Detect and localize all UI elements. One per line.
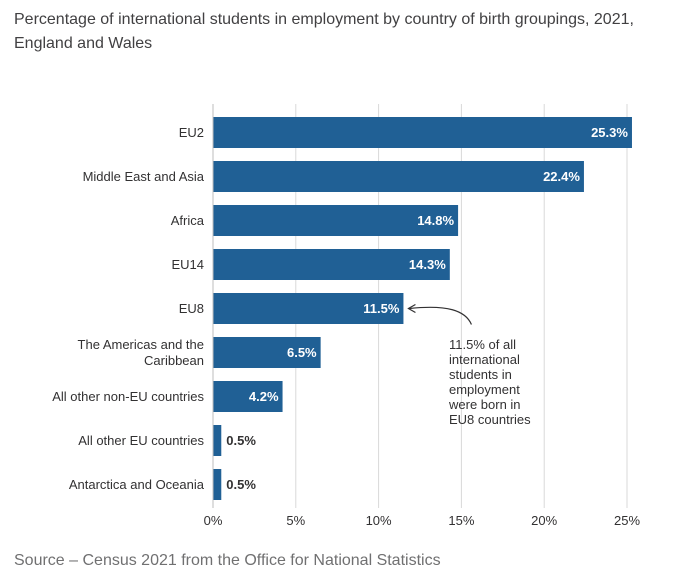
data-label: 22.4% — [543, 169, 580, 184]
annotation-text: employment — [449, 382, 520, 397]
annotation-text: EU8 countries — [449, 412, 531, 427]
category-label: Caribbean — [144, 353, 204, 368]
category-label: All other non-EU countries — [52, 389, 204, 404]
bar — [213, 249, 450, 280]
data-label: 14.8% — [417, 213, 454, 228]
category-label: All other EU countries — [78, 433, 204, 448]
annotation-text: were born in — [448, 397, 521, 412]
data-label: 0.5% — [226, 477, 256, 492]
data-label: 4.2% — [249, 389, 279, 404]
category-label: EU8 — [179, 301, 204, 316]
data-label: 0.5% — [226, 433, 256, 448]
category-label: The Americas and the — [78, 337, 204, 352]
category-label: EU2 — [179, 125, 204, 140]
x-tick-label: 20% — [531, 513, 557, 528]
annotation-arrow — [409, 306, 472, 325]
annotation-arrowhead — [407, 303, 416, 314]
chart-title: Percentage of international students in … — [14, 11, 634, 52]
category-label: Africa — [171, 213, 205, 228]
x-tick-label: 25% — [614, 513, 640, 528]
source-note: Source – Census 2021 from the Office for… — [14, 552, 441, 569]
data-label: 6.5% — [287, 345, 317, 360]
category-label: EU14 — [171, 257, 204, 272]
x-tick-label: 5% — [286, 513, 305, 528]
annotation-text: students in — [449, 367, 512, 382]
annotation-text: international — [449, 352, 520, 367]
annotation-text: 11.5% of all — [449, 337, 516, 352]
bar — [213, 425, 222, 456]
x-tick-label: 0% — [204, 513, 223, 528]
bar — [213, 381, 283, 412]
bar — [213, 293, 404, 324]
data-label: 25.3% — [591, 125, 628, 140]
x-tick-label: 15% — [448, 513, 474, 528]
data-label: 14.3% — [409, 257, 446, 272]
bar — [213, 337, 321, 368]
bar — [213, 469, 222, 500]
category-label: Antarctica and Oceania — [69, 477, 205, 492]
bar — [213, 205, 459, 236]
x-tick-label: 10% — [366, 513, 392, 528]
category-label: Middle East and Asia — [83, 169, 205, 184]
data-label: 11.5% — [363, 301, 400, 316]
bar-chart: 0% 5% 10% 15% 20% 25% EU2 25.3% Middle East and … — [52, 104, 640, 528]
bar — [213, 117, 632, 148]
bar — [213, 161, 584, 192]
